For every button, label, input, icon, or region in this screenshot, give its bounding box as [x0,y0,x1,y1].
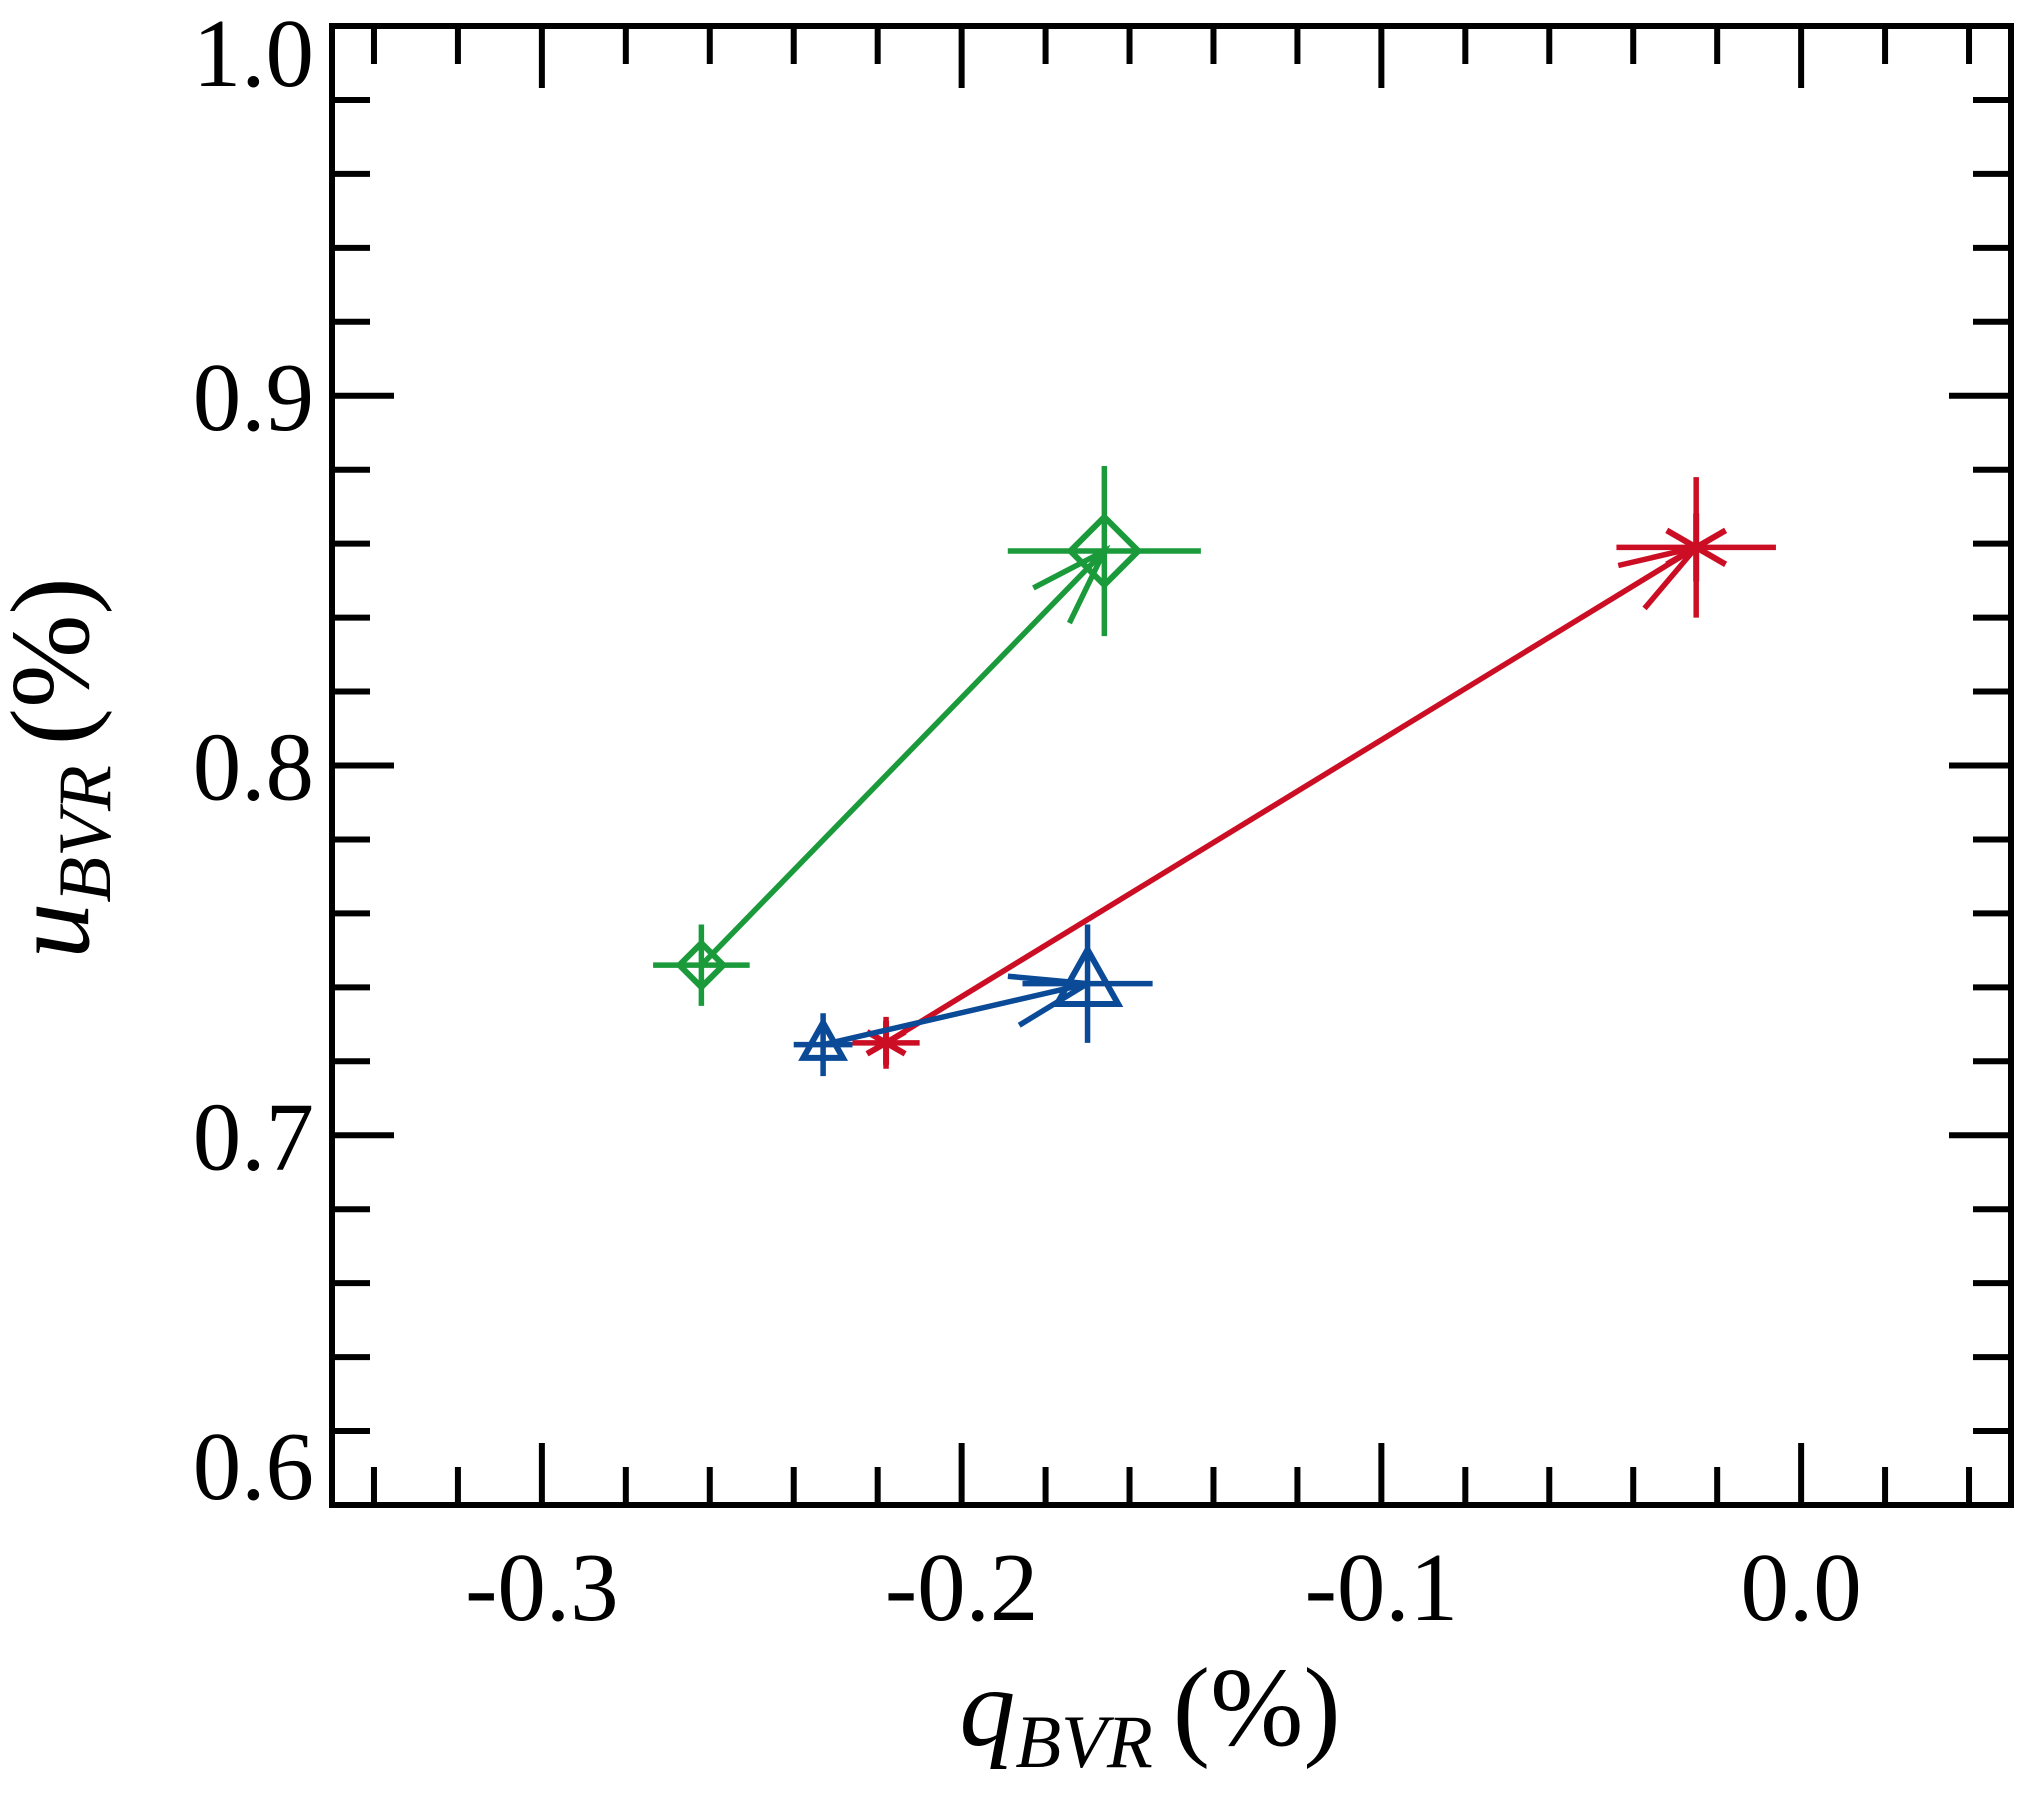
x-axis-label-text: qBVR (%) [959,1646,1340,1784]
y-tick-label: 1.0 [193,0,314,107]
trajectory-line [699,549,1107,968]
y-symbol: u [0,903,113,959]
trajectory-line [884,545,1698,1046]
marker-triangle [1051,943,1124,1008]
y-tick-label: 0.9 [193,344,314,451]
marker-diamond [1066,512,1143,590]
trajectory-line [822,980,1089,1048]
y-unit: (%) [0,577,113,745]
x-tick-label: 0.0 [1741,1534,1862,1641]
marker-diamond [675,938,728,992]
marker-triangle [798,1016,849,1061]
x-unit: (%) [1173,1646,1341,1770]
y-axis-label-text: uBVR (%) [0,577,127,958]
x-tick-label: -0.3 [465,1534,619,1641]
x-symbol: q [959,1646,1015,1770]
y-axis-label: uBVR (%) [0,577,127,958]
marker-asterisk [1665,513,1728,582]
y-subscript: BVR [44,765,127,902]
x-tick-label: -0.1 [1305,1534,1459,1641]
x-axis-label: qBVR (%) [959,1646,1340,1784]
y-tick-label: 0.6 [193,1413,314,1520]
x-tick-label: -0.2 [885,1534,1039,1641]
plot-frame [329,23,2014,1508]
y-tick-label: 0.7 [193,1083,314,1190]
y-tick-label: 0.8 [193,714,314,821]
x-subscript: BVR [1015,1701,1152,1784]
